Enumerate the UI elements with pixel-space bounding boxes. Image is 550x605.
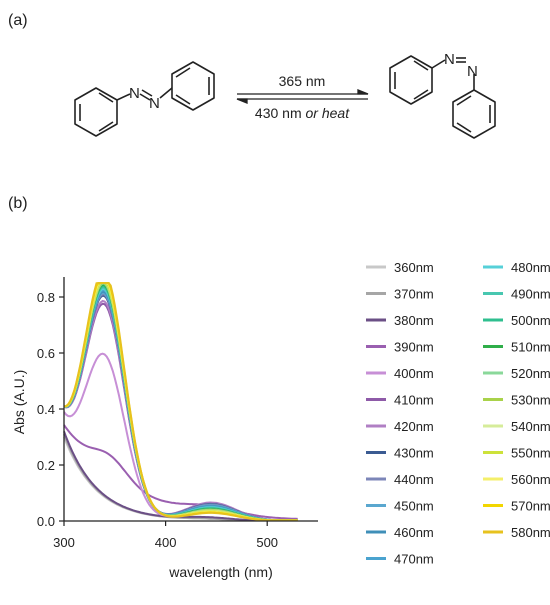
reverse-arrowhead — [236, 98, 248, 104]
legend-label: 580nm — [511, 525, 550, 540]
nitrogen-atom: N — [467, 63, 478, 80]
series-line-510nm — [63, 283, 298, 522]
legend-label: 530nm — [511, 393, 550, 408]
reverse-condition-label: 430 nm or heat — [255, 105, 350, 121]
spectra-curves — [63, 282, 298, 522]
right-phenyl-ring-1 — [171, 61, 215, 111]
y-tick-label: 0.4 — [37, 402, 55, 417]
forward-arrowhead — [357, 89, 369, 95]
legend-label: 570nm — [511, 499, 550, 514]
series-line-390nm — [63, 424, 298, 520]
series-line-500nm — [63, 285, 298, 522]
y-tick-label: 0.6 — [37, 346, 55, 361]
series-line-450nm — [63, 291, 298, 522]
right-phenyl-ring-2 — [452, 89, 496, 139]
series-line-410nm — [63, 302, 298, 522]
n-ring-bond — [159, 87, 173, 99]
forward-condition-label: 365 nm — [279, 73, 326, 89]
series-line-460nm — [63, 290, 298, 522]
legend-label: 480nm — [511, 260, 550, 275]
legend-label: 460nm — [394, 525, 434, 540]
series-line-520nm — [63, 282, 298, 522]
panel-label-b: (b) — [8, 195, 28, 212]
legend-label: 360nm — [394, 260, 434, 275]
legend-label: 370nm — [394, 287, 434, 302]
nitrogen-atom: N — [444, 51, 455, 68]
series-line-440nm — [63, 293, 298, 522]
n-ring-bond — [431, 59, 446, 69]
legend-label: 470nm — [394, 552, 434, 567]
series-line-580nm — [63, 282, 298, 522]
chart-legend: 360nm 370nm 380nm 390nm 400nm 410nm 420nm 430nm… — [366, 260, 550, 567]
series-line-430nm — [63, 294, 298, 522]
x-tick-label: 300 — [53, 535, 75, 550]
series-line-400nm — [63, 352, 298, 522]
double-bond — [456, 122, 472, 133]
legend-label: 510nm — [511, 340, 550, 355]
legend-label: 400nm — [394, 366, 434, 381]
n-n-bond — [141, 89, 153, 97]
double-bond — [413, 89, 429, 100]
y-tick-label: 0.8 — [37, 290, 55, 305]
double-bond — [413, 60, 429, 71]
x-axis-label: wavelength (nm) — [168, 564, 273, 580]
series-line-550nm — [63, 282, 298, 522]
chart-axes: 0.0 0.2 0.4 0.6 0.8 300 400 500 wavelength (nm) A… — [11, 277, 318, 580]
legend-label: 540nm — [511, 419, 550, 434]
x-tick-label: 400 — [155, 535, 177, 550]
double-bond — [98, 121, 114, 132]
panel-label-a: (a) — [8, 12, 28, 29]
legend-label: 380nm — [394, 313, 434, 328]
legend-label: 410nm — [394, 393, 434, 408]
series-line-380nm — [63, 431, 298, 522]
legend-label: 490nm — [511, 287, 550, 302]
x-tick-label: 500 — [256, 535, 278, 550]
nitrogen-atom: N — [129, 85, 140, 102]
legend-label: 440nm — [394, 472, 434, 487]
legend-label: 520nm — [511, 366, 550, 381]
series-line-540nm — [63, 282, 298, 522]
legend-label: 450nm — [394, 499, 434, 514]
double-bond — [175, 67, 191, 78]
legend-label: 560nm — [511, 472, 550, 487]
series-line-490nm — [63, 286, 298, 522]
y-tick-label: 0.2 — [37, 458, 55, 473]
series-line-570nm — [64, 282, 298, 522]
legend-label: 420nm — [394, 419, 434, 434]
y-axis-label: Abs (A.U.) — [11, 370, 27, 435]
double-bond — [175, 94, 191, 105]
legend-label: 390nm — [394, 340, 434, 355]
legend-label: 430nm — [394, 446, 434, 461]
legend-label: 550nm — [511, 446, 550, 461]
double-bond — [456, 95, 472, 106]
n-ring-bond — [116, 93, 131, 101]
nitrogen-atom: N — [149, 95, 160, 112]
double-bond — [98, 92, 114, 103]
reaction-scheme: N N N N 365 nm 430 nm or heat — [74, 51, 496, 139]
series-line-370nm — [63, 433, 298, 522]
series-line-530nm — [63, 282, 298, 522]
series-line-480nm — [63, 287, 298, 522]
n-n-bond — [139, 93, 151, 101]
series-line-420nm — [63, 299, 298, 522]
series-line-470nm — [63, 289, 298, 522]
legend-label: 500nm — [511, 313, 550, 328]
y-tick-label: 0.0 — [37, 514, 55, 529]
series-line-560nm — [63, 282, 298, 522]
